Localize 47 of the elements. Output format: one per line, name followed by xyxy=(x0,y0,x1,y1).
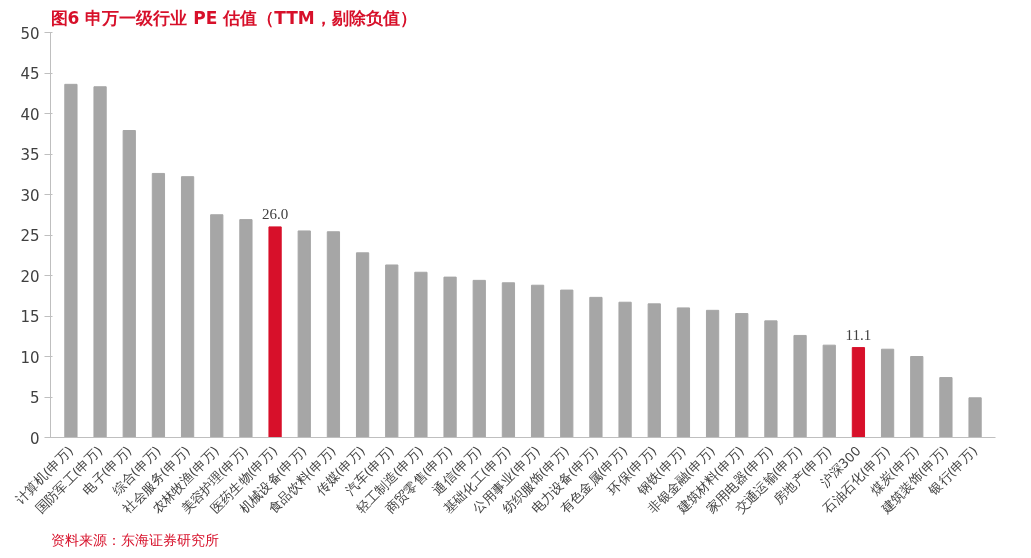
bar xyxy=(851,347,866,438)
bar xyxy=(472,279,486,438)
bar xyxy=(355,252,370,438)
bar xyxy=(764,320,778,438)
text: 资料来源：东海证券研究所 xyxy=(50,531,219,548)
y-tick-label: 30 xyxy=(20,186,40,205)
bar xyxy=(414,271,428,438)
bar xyxy=(239,219,253,438)
bar xyxy=(560,289,574,438)
data-label: 11.1 xyxy=(845,326,872,343)
bar xyxy=(793,334,807,438)
y-tick-label: 40 xyxy=(20,105,40,124)
bar xyxy=(64,83,78,438)
bar xyxy=(501,282,516,438)
chart-title: 图6 申万一级行业 PE 估值（TTM，剔除负值） xyxy=(50,7,417,28)
bar xyxy=(326,231,341,438)
bar xyxy=(735,313,749,438)
bar xyxy=(151,172,166,438)
bar xyxy=(210,214,224,438)
y-tick-label: 20 xyxy=(20,267,40,286)
bar xyxy=(268,226,282,438)
bar xyxy=(443,276,457,438)
bar xyxy=(647,303,661,438)
y-tick-label: 45 xyxy=(20,65,40,83)
bar xyxy=(822,344,836,438)
bar xyxy=(122,130,136,438)
bar xyxy=(939,377,953,438)
bar xyxy=(180,176,195,438)
bar xyxy=(385,264,399,438)
data-label: 26.0 xyxy=(261,205,289,222)
bar xyxy=(910,356,924,438)
bar xyxy=(705,309,720,438)
y-tick-label: 5 xyxy=(29,389,40,407)
bar xyxy=(968,397,982,438)
bar xyxy=(618,301,632,438)
bar xyxy=(297,230,311,438)
y-tick-label: 15 xyxy=(20,308,40,326)
bar xyxy=(880,348,895,438)
y-tick-label: 50 xyxy=(20,24,40,43)
bar xyxy=(530,284,545,438)
y-tick-label: 0 xyxy=(29,429,40,448)
bar xyxy=(93,86,107,438)
y-tick-label: 25 xyxy=(20,227,40,245)
bar xyxy=(676,307,691,438)
y-tick-label: 35 xyxy=(20,146,40,164)
bar xyxy=(589,296,603,438)
y-tick-label: 10 xyxy=(20,348,40,367)
